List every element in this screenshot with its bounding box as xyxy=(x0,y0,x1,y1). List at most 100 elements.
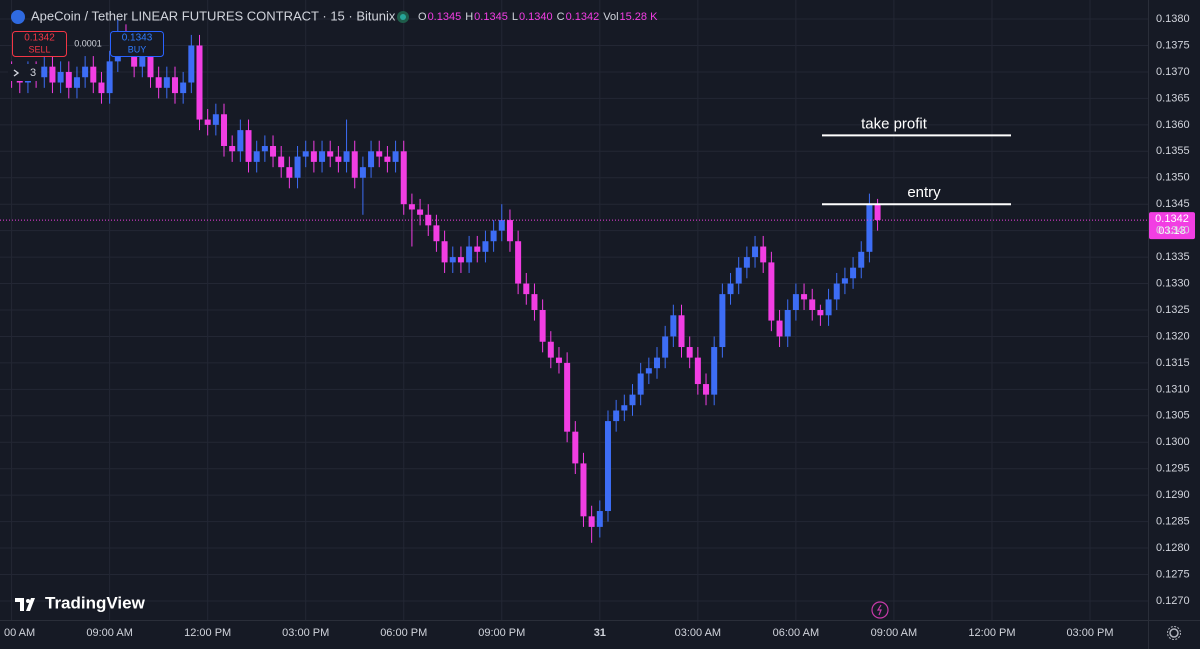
y-tick-label: 0.1270 xyxy=(1156,595,1190,607)
candle-body xyxy=(596,511,603,527)
legend-label: C xyxy=(557,11,565,23)
candle-body xyxy=(841,278,848,284)
candle-body xyxy=(327,151,334,157)
candle-body xyxy=(719,294,726,348)
candle-body xyxy=(392,151,399,162)
candle-body xyxy=(711,347,718,395)
tradingview-logo xyxy=(26,599,30,603)
y-tick-label: 0.1300 xyxy=(1156,436,1190,448)
y-tick-label: 0.1365 xyxy=(1156,92,1190,104)
candle-body xyxy=(384,156,391,162)
candle-body xyxy=(539,310,546,342)
candle-body xyxy=(90,66,97,83)
candle-body xyxy=(760,246,767,263)
spread: 0.0001 xyxy=(74,38,102,48)
y-tick-label: 0.1375 xyxy=(1156,39,1190,51)
sell-label[interactable]: SELL xyxy=(28,44,50,54)
indicator-toggle[interactable] xyxy=(8,64,40,81)
y-tick-label: 0.1315 xyxy=(1156,357,1190,369)
legend-value: 15.28 K xyxy=(620,11,659,23)
candle-body xyxy=(196,45,203,120)
candle-body xyxy=(245,130,252,162)
sell-price[interactable]: 0.1342 xyxy=(24,33,55,44)
candle-body xyxy=(784,310,791,337)
candle-body xyxy=(703,384,710,395)
status-dot xyxy=(400,14,406,20)
candle-body xyxy=(572,431,579,464)
candle-body xyxy=(408,204,415,210)
candle-body xyxy=(98,82,105,94)
sell-button[interactable] xyxy=(12,31,67,57)
candle-body xyxy=(351,151,358,178)
chart-title: ApeCoin / Tether LINEAR FUTURES CONTRACT… xyxy=(31,8,396,23)
candle-body xyxy=(588,516,595,527)
candle-body xyxy=(564,362,571,432)
candle-body xyxy=(49,66,56,83)
candle-body xyxy=(506,220,513,242)
buy-price[interactable]: 0.1343 xyxy=(122,33,153,44)
legend-value: 0.1345 xyxy=(474,11,508,23)
candle-body xyxy=(523,283,530,295)
candle-body xyxy=(466,246,473,263)
chevron-icon[interactable] xyxy=(13,69,20,77)
candle-body xyxy=(106,61,113,94)
candle-body xyxy=(237,130,244,152)
buy-button[interactable] xyxy=(110,31,164,57)
candle-body xyxy=(376,151,383,157)
countdown: 03:13 xyxy=(1158,225,1186,237)
candle-body xyxy=(212,114,219,125)
candle-body xyxy=(515,241,522,284)
y-tick-label: 0.1370 xyxy=(1156,66,1190,78)
candle-body xyxy=(874,204,881,221)
x-tick-label: 09:00 AM xyxy=(86,627,132,639)
y-tick-label: 0.1275 xyxy=(1156,568,1190,580)
legend-value: 0.1342 xyxy=(566,11,600,23)
candle-body xyxy=(817,310,824,316)
candle-body xyxy=(604,421,611,512)
last-price-tag xyxy=(1149,212,1195,240)
candle-body xyxy=(768,262,775,321)
settings-icon[interactable] xyxy=(1169,628,1179,638)
candle-body xyxy=(171,77,178,94)
candle-body xyxy=(441,241,448,263)
annotation-label: entry xyxy=(907,184,941,201)
y-tick-label: 0.1325 xyxy=(1156,304,1190,316)
x-tick-label: 31 xyxy=(594,627,606,639)
candle-body xyxy=(286,167,293,178)
candle-body xyxy=(188,45,195,83)
candle-body xyxy=(686,347,693,358)
candle-body xyxy=(580,463,587,517)
candle-body xyxy=(743,257,750,268)
candle-body xyxy=(555,357,562,363)
symbol-icon xyxy=(11,10,25,24)
y-tick-label: 0.1360 xyxy=(1156,119,1190,131)
candle-body xyxy=(866,204,873,252)
candle-body xyxy=(302,151,309,157)
buy-label[interactable]: BUY xyxy=(128,44,147,54)
events-icon[interactable] xyxy=(876,604,882,616)
x-tick-label: 09:00 PM xyxy=(478,627,525,639)
events-icon[interactable] xyxy=(871,601,889,619)
candle-body xyxy=(833,283,840,300)
candle-body xyxy=(498,220,505,231)
candle-body xyxy=(163,77,170,88)
x-tick-label: 03:00 PM xyxy=(282,627,329,639)
y-tick-label: 0.1350 xyxy=(1156,172,1190,184)
candle-body xyxy=(735,267,742,284)
watermark: TradingView xyxy=(45,593,146,612)
x-tick-label: 12:00 PM xyxy=(184,627,231,639)
candle-body xyxy=(547,341,554,358)
settings-icon[interactable] xyxy=(1167,626,1181,640)
candle-body xyxy=(613,410,620,422)
indicator-count[interactable]: 3 xyxy=(30,67,36,79)
candle-body xyxy=(400,151,407,205)
legend-value: 0.1340 xyxy=(519,11,553,23)
candle-body xyxy=(147,50,154,78)
y-tick-label: 0.1295 xyxy=(1156,463,1190,475)
candle-body xyxy=(694,357,701,385)
candle-body xyxy=(41,66,48,78)
x-tick-label: 03:00 PM xyxy=(1066,627,1113,639)
candle-body xyxy=(310,151,317,162)
candle-body xyxy=(82,66,89,78)
